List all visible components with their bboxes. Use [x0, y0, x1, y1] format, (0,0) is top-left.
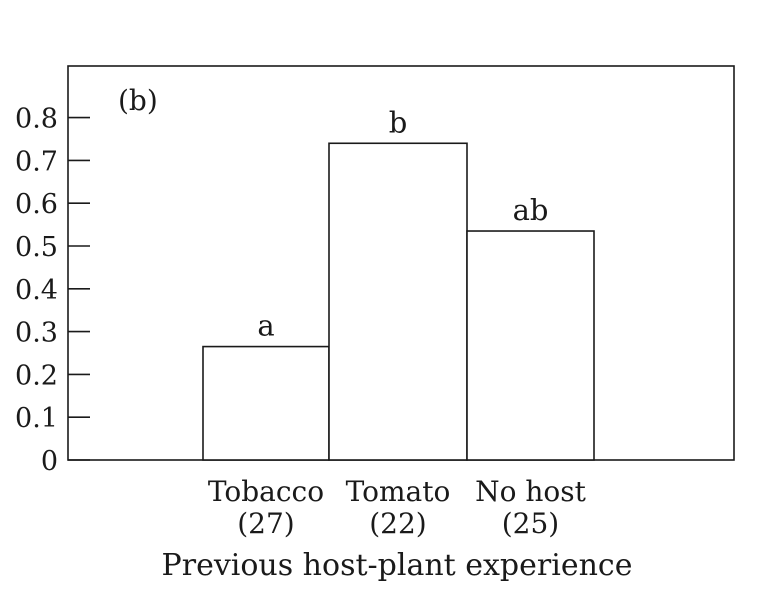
y-tick-label: 0.1 — [15, 403, 58, 434]
category-label: No host — [475, 475, 587, 508]
y-tick-label: 0 — [41, 446, 58, 477]
sample-size-label: (27) — [237, 507, 294, 540]
sample-size-label: (22) — [369, 507, 426, 540]
x-axis-label: Previous host-plant experience — [162, 548, 633, 583]
category-labels: Tobacco(27) Tomato(22) No host(25) — [208, 475, 587, 540]
y-axis: 0 0.1 0.2 0.3 0.4 0.5 0.6 0.7 0.8 — [15, 104, 90, 477]
category-label: Tobacco — [208, 475, 324, 508]
bar — [466, 230, 595, 461]
significance-label: ab — [513, 193, 549, 227]
category-label: Tomato — [346, 475, 451, 508]
y-tick-label: 0.5 — [15, 232, 58, 263]
y-tick-label: 0.6 — [15, 189, 58, 220]
bar — [202, 345, 330, 461]
y-tick-label: 0.4 — [15, 275, 58, 306]
y-tick-label: 0.3 — [15, 318, 58, 349]
y-tick-label: 0.7 — [15, 146, 58, 177]
significance-label: b — [389, 105, 408, 139]
sample-size-label: (25) — [502, 507, 559, 540]
bar — [328, 142, 468, 461]
y-tick-label: 0.2 — [15, 360, 58, 391]
bars — [202, 142, 595, 461]
panel-label: (b) — [118, 84, 158, 117]
significance-label: a — [257, 309, 274, 343]
y-tick-label: 0.8 — [15, 104, 58, 135]
